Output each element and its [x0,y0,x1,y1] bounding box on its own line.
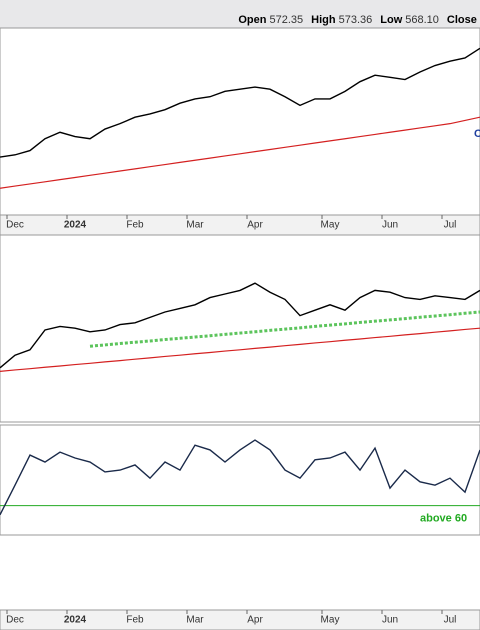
x-tick-label: May [321,615,340,626]
x-tick-label: 2024 [64,615,87,626]
x-tick-label: Mar [186,615,204,626]
series-line [0,439,480,516]
ohlc-value: 572.35 [269,14,303,26]
x-tick-label: Jun [382,615,398,626]
x-tick-label: Dec [6,220,24,231]
ratio-panel [0,234,480,423]
x-tick-label: Jul [444,615,457,626]
ohlc-label: High [311,14,336,26]
ohlc-value: 568.10 [405,14,439,26]
annotation: C [474,128,480,140]
x-tick-label: Apr [247,615,263,626]
date-band [0,609,480,630]
x-tick-label: Apr [247,220,263,231]
series-line [0,47,480,158]
series-line [0,282,480,369]
ohlc-value: 573.36 [339,14,373,26]
series-line [89,310,480,348]
ohlc-label: Open [238,14,266,26]
x-tick-label: Feb [126,220,144,231]
x-tick-label: Dec [6,615,24,626]
reference-label: above 60 [420,513,467,525]
x-tick-label: Jun [382,220,398,231]
x-tick-label: Feb [126,615,144,626]
series-line [0,116,480,189]
header-bar [0,0,480,28]
x-tick-label: Jul [444,220,457,231]
indicator-panel [0,424,480,536]
x-tick-label: May [321,220,340,231]
x-tick-label: Mar [186,220,204,231]
price-panel [0,27,480,216]
x-tick-label: 2024 [64,220,87,231]
series-line [0,327,480,372]
ohlc-label: Low [380,14,402,26]
ohlc-label: Close [447,14,477,26]
